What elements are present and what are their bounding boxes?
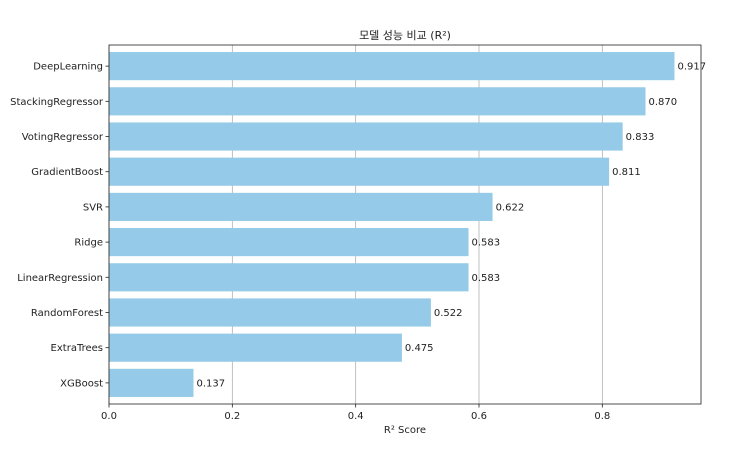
plot-frame (108, 44, 702, 405)
x-tick-label-0: 0.0 (101, 411, 117, 422)
value-label-StackingRegressor: 0.870 (649, 97, 678, 108)
value-labels: 0.917 0.870 0.833 0.811 0.622 0.583 0.583 0.522… (196, 62, 706, 390)
bar-XGBoost (109, 368, 194, 397)
y-tick-label-VotingRegressor: VotingRegressor (22, 132, 104, 143)
bar-LinearRegression (109, 263, 469, 292)
value-label-SVR: 0.622 (496, 202, 525, 213)
bar-GradientBoost (109, 157, 610, 186)
x-tick-label-2: 0.4 (348, 411, 364, 422)
value-label-LinearRegression: 0.583 (472, 273, 501, 284)
bars (109, 52, 675, 397)
value-label-GradientBoost: 0.811 (612, 167, 641, 178)
chart-title: 모델 성능 비교 (R²) (359, 29, 451, 42)
x-axis-title: R² Score (384, 425, 426, 436)
value-label-VotingRegressor: 0.833 (626, 132, 655, 143)
y-tick-label-ExtraTrees: ExtraTrees (51, 343, 103, 354)
x-tick-label-1: 0.2 (224, 411, 240, 422)
value-label-Ridge: 0.583 (472, 238, 501, 249)
value-label-DeepLearning: 0.917 (677, 62, 706, 73)
bar-SVR (109, 192, 493, 221)
y-tick-label-RandomForest: RandomForest (31, 308, 103, 319)
y-tick-label-GradientBoost: GradientBoost (31, 167, 103, 178)
bar-DeepLearning (109, 52, 675, 81)
value-label-XGBoost: 0.137 (196, 378, 225, 389)
bar-RandomForest (109, 298, 431, 327)
bar-ExtraTrees (109, 333, 402, 362)
x-axis-ticks: 0.0 0.2 0.4 0.6 0.8 (101, 404, 610, 422)
y-tick-label-Ridge: Ridge (74, 238, 103, 249)
y-tick-label-LinearRegression: LinearRegression (17, 273, 103, 284)
y-tick-label-SVR: SVR (83, 202, 103, 213)
bar-VotingRegressor (109, 122, 623, 151)
bar-StackingRegressor (109, 87, 646, 116)
value-label-RandomForest: 0.522 (434, 308, 463, 319)
bar-Ridge (109, 228, 469, 257)
y-tick-label-StackingRegressor: StackingRegressor (10, 97, 104, 108)
y-tick-label-DeepLearning: DeepLearning (33, 62, 103, 73)
x-tick-label-3: 0.6 (471, 411, 487, 422)
x-tick-label-4: 0.8 (594, 411, 610, 422)
y-tick-label-XGBoost: XGBoost (60, 378, 103, 389)
y-axis-ticks: DeepLearning StackingRegressor VotingRegre… (10, 62, 109, 389)
value-label-ExtraTrees: 0.475 (405, 343, 434, 354)
